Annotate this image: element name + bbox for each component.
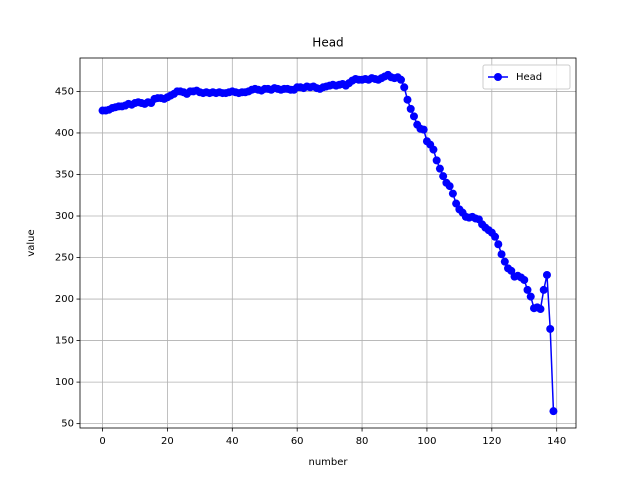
point bbox=[406, 104, 415, 113]
y-axis-label: value bbox=[26, 229, 37, 256]
y-tick-label: 300 bbox=[55, 211, 74, 222]
point bbox=[507, 266, 516, 275]
x-tick-label: 100 bbox=[417, 436, 436, 447]
y-tick-label: 450 bbox=[55, 86, 74, 97]
y-tick-label: 400 bbox=[55, 128, 74, 139]
x-tick-label: 40 bbox=[226, 436, 239, 447]
y-tick-label: 350 bbox=[55, 169, 74, 180]
y-tick-label: 150 bbox=[55, 336, 74, 347]
point bbox=[520, 275, 529, 284]
x-tick-label: 80 bbox=[356, 436, 369, 447]
point bbox=[452, 199, 461, 208]
point bbox=[396, 75, 405, 84]
point bbox=[435, 164, 444, 173]
point bbox=[500, 257, 509, 266]
legend-box bbox=[482, 64, 571, 90]
series-line bbox=[102, 73, 555, 412]
point bbox=[523, 285, 532, 294]
point bbox=[432, 156, 441, 165]
point bbox=[445, 182, 454, 191]
point bbox=[526, 292, 535, 301]
legend-marker bbox=[494, 73, 502, 81]
x-axis-label: number bbox=[308, 457, 348, 468]
plot-frame bbox=[79, 57, 577, 429]
x-tick-label: 0 bbox=[99, 436, 105, 447]
point bbox=[439, 172, 448, 181]
point bbox=[546, 324, 555, 333]
x-tick-label: 140 bbox=[547, 436, 566, 447]
y-tick-label: 100 bbox=[55, 377, 74, 388]
point bbox=[419, 125, 428, 134]
y-tick-label: 250 bbox=[55, 253, 74, 264]
x-tick-label: 60 bbox=[291, 436, 304, 447]
point bbox=[491, 232, 500, 241]
point bbox=[539, 285, 548, 294]
point bbox=[497, 250, 506, 259]
point bbox=[403, 95, 412, 104]
point bbox=[494, 240, 503, 249]
y-tick-label: 50 bbox=[61, 419, 74, 430]
point bbox=[448, 189, 457, 198]
point bbox=[409, 112, 418, 121]
chart-title: Head bbox=[312, 36, 343, 50]
x-tick-label: 20 bbox=[161, 436, 174, 447]
x-tick-label: 120 bbox=[482, 436, 501, 447]
point bbox=[542, 270, 551, 279]
y-tick-label: 200 bbox=[55, 294, 74, 305]
point bbox=[549, 407, 558, 416]
point bbox=[536, 305, 545, 314]
point bbox=[429, 145, 438, 154]
legend-label: Head bbox=[516, 72, 542, 83]
point bbox=[400, 83, 409, 92]
